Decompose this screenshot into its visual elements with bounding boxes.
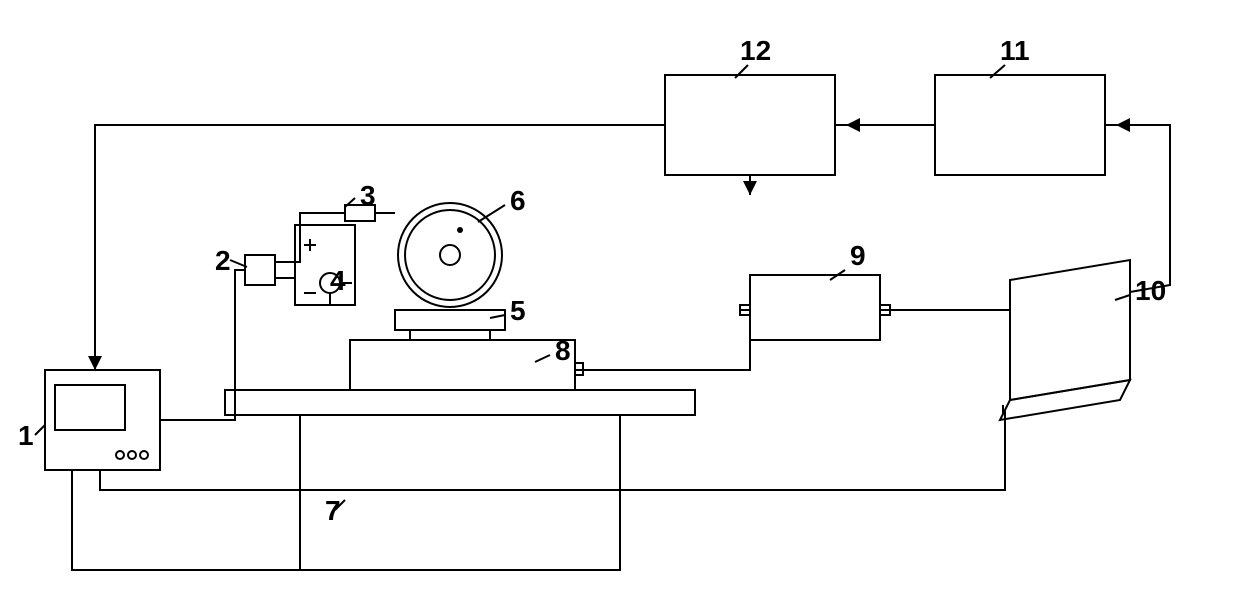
label-l11: 11 [1000,35,1030,66]
box-base [300,415,620,570]
conn-c_8_to_9 [575,310,750,370]
controller-dot [140,451,148,459]
arrow-down [88,356,102,370]
arrow-left [1116,118,1130,132]
conn-c_ctl_right [100,411,1005,490]
box-sensor8 [350,340,575,390]
controller-dot [128,451,136,459]
label-l10: 10 [1135,275,1166,306]
conn-c_10_to_11 [1105,125,1170,292]
box-tabletop [225,390,695,415]
wheel-hub [440,245,460,265]
box-box12 [665,75,835,175]
box-workpiece [395,310,505,330]
leader-ld5 [490,315,505,318]
leader-ld1 [35,425,45,435]
wheel-mark [457,227,463,233]
leader-ld11 [990,65,1005,78]
box-proc9 [750,275,880,340]
leader-ld8 [535,355,550,362]
wheel-outer [398,203,502,307]
conn-c_12_to_ctl [95,125,665,370]
label-l4: 4 [330,265,346,296]
label-l6: 6 [510,185,526,216]
arrow-left [846,118,860,132]
label-l7: 7 [325,495,341,526]
box-box11 [935,75,1105,175]
box-block [410,330,490,340]
controller-dot [116,451,124,459]
label-l5: 5 [510,295,526,326]
label-l8: 8 [555,335,571,366]
label-l12: 12 [740,35,771,66]
label-l3: 3 [360,180,376,211]
conn-c_ctl_to_2 [72,470,620,570]
laptop-base [1000,380,1130,420]
conn-c_ctl_to_sb [160,270,245,420]
label-l1: 1 [18,420,34,451]
conn-c_2_to_3 [275,213,345,262]
label-l9: 9 [850,240,866,271]
laptop-screen [1010,260,1130,400]
wheel-inner [405,210,495,300]
leader-ld12 [735,65,748,78]
leader-ld10 [1115,295,1130,300]
box-ctl_screen [55,385,125,430]
label-l2: 2 [215,245,231,276]
arrow-down [743,181,757,195]
box-small_box2 [245,255,275,285]
